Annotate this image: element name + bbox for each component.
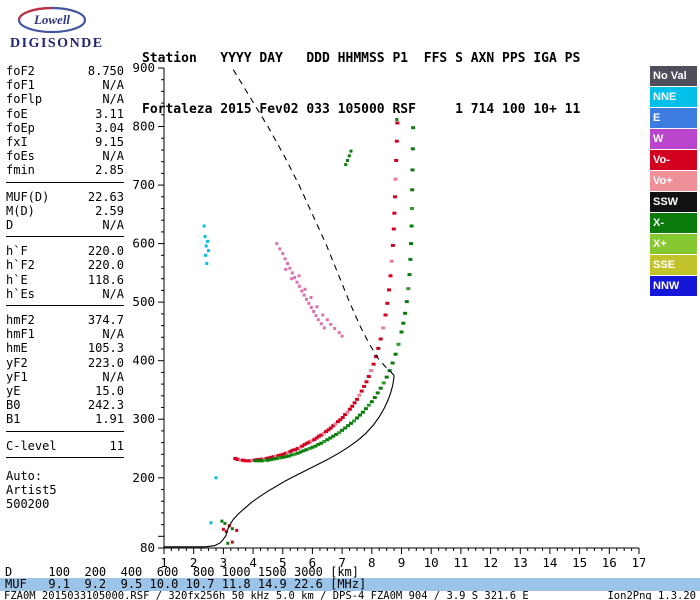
svg-text:2: 2 [190,555,198,568]
legend-item-nne: NNE [650,87,697,107]
svg-text:12: 12 [483,555,498,568]
svg-text:6: 6 [309,555,317,568]
parameter-row-foflp: foFlp N/A [6,92,124,107]
parameter-group: MUF(D) 22.63 M(D) 2.59 D N/A [6,190,124,238]
svg-text:17: 17 [631,555,645,568]
svg-text:600: 600 [132,236,155,251]
svg-text:13: 13 [513,555,528,568]
parameter-group: h`F 220.0 h`F2 220.0 h`E 118.6 h`Es N/A [6,244,124,307]
logo-oval-icon: Lowell DIGISONDE [10,6,104,51]
parameter-row-yf1: yF1 N/A [6,369,124,384]
status-bar: FZA0M_2015033105000.RSF / 320fx256h 50 k… [0,591,700,600]
legend-item-sse: SSE [650,255,697,275]
svg-text:800: 800 [132,119,155,134]
parameter-row-fof1: foF1 N/A [6,78,124,93]
parameter-row-auto: Auto: [6,468,43,483]
svg-text:80: 80 [140,540,155,555]
svg-text:1: 1 [160,555,168,568]
parameter-row-foes: foEs N/A [6,149,124,164]
digisonde-wordmark: DIGISONDE [10,36,104,51]
parameter-row-fxi: fxI 9.15 [6,135,124,150]
legend-item-ssw: SSW [650,192,697,212]
parameter-row-foe: foE 3.11 [6,106,124,121]
parameter-group: foF2 8.750 foF1 N/A foFlp N/A foE 3.11 foEp 3.04 f… [6,64,124,183]
svg-text:300: 300 [132,411,155,426]
svg-text:200: 200 [132,470,155,485]
software-version: Ion2Png 1.3.20 [607,590,696,600]
parameter-row-hmf1: hmF1 N/A [6,327,124,342]
parameter-row-b0: B0 242.3 [6,398,124,413]
parameter-row-hf2: h`F2 220.0 [6,258,124,273]
legend-item-noval: No Val [650,66,697,86]
svg-text:3: 3 [220,555,228,568]
svg-text:5: 5 [279,555,287,568]
svg-text:9: 9 [398,555,406,568]
legend-item-nnw: NNW [650,276,697,296]
svg-text:8: 8 [368,555,376,568]
legend-item-x: X+ [650,234,697,254]
parameter-panel: foF2 8.750 foF1 N/A foFlp N/A foE 3.11 foEp 3.04 f… [6,64,124,522]
svg-text:10: 10 [424,555,439,568]
parameter-row-he: h`E 118.6 [6,272,124,287]
footer: D 100 200 400 600 800 1000 1500 3000 [km… [0,565,700,600]
muf-row: MUF 9.1 9.2 9.5 10.0 10.7 11.8 14.9 22.6… [0,578,700,591]
parameter-group: C-level 11 [6,439,124,458]
parameter-row-clevel: C-level 11 [6,438,124,453]
parameter-row-fmin: fmin 2.85 [6,163,124,178]
legend-item-e: E [650,108,697,128]
legend-item-x: X- [650,213,697,233]
svg-text:15: 15 [572,555,587,568]
parameter-row-hes: h`Es N/A [6,286,124,301]
svg-text:900: 900 [132,60,155,75]
svg-text:700: 700 [132,177,155,192]
station-header-line1: Station YYYY DAY DDD HHMMSS P1 FFS S AXN… [142,51,581,66]
parameter-row-mufd: MUF(D) 22.63 [6,189,124,204]
svg-text:400: 400 [132,353,155,368]
parameter-row-hmf2: hmF2 374.7 [6,313,124,328]
parameter-row-artist5: Artist5 [6,483,57,498]
station-header: Station YYYY DAY DDD HHMMSS P1 FFS S AXN… [142,16,580,152]
parameter-group: Auto: Artist5 500200 [6,469,124,516]
svg-text:16: 16 [602,555,617,568]
legend-item-vo: Vo+ [650,171,697,191]
parameter-row-d: D N/A [6,218,124,233]
svg-text:4: 4 [249,555,257,568]
parameter-group: hmF2 374.7 hmF1 N/A hmE 105.3 yF2 223.0 yF1 N/A yE… [6,313,124,432]
filename-text: FZA0M_2015033105000.RSF / 320fx256h 50 k… [4,590,529,600]
parameter-row-hf: h`F 220.0 [6,244,124,259]
svg-text:500: 500 [132,294,155,309]
ionogram-chart: 900 800 700 600 500 400 300 200 80 1 2 3 4 5 6 7 8 9 10 11 1… [130,58,646,570]
parameter-row-ye: yE 15.0 [6,384,124,399]
legend-item-vo: Vo- [650,150,697,170]
svg-text:11: 11 [453,555,468,568]
svg-text:7: 7 [338,555,346,568]
parameter-row-500200: 500200 [6,497,50,512]
parameter-row-yf2: yF2 223.0 [6,355,124,370]
station-header-line2: Fortaleza 2015 Fev02 033 105000 RSF 1 71… [142,102,581,117]
lowell-wordmark: Lowell [33,12,70,27]
parameter-row-b1: B1 1.91 [6,412,124,427]
velocity-legend: No Val NNE E W Vo- Vo+ SSW X- X+ SSE NNW [650,66,697,297]
lowell-digisonde-logo: Lowell DIGISONDE [8,4,128,56]
legend-item-w: W [650,129,697,149]
parameter-row-md: M(D) 2.59 [6,203,124,218]
parameter-row-foep: foEp 3.04 [6,120,124,135]
distance-row: D 100 200 400 600 800 1000 1500 3000 [km… [5,565,360,579]
parameter-row-fof2: foF2 8.750 [6,64,124,78]
svg-text:14: 14 [542,555,557,568]
parameter-row-hme: hmE 105.3 [6,341,124,356]
